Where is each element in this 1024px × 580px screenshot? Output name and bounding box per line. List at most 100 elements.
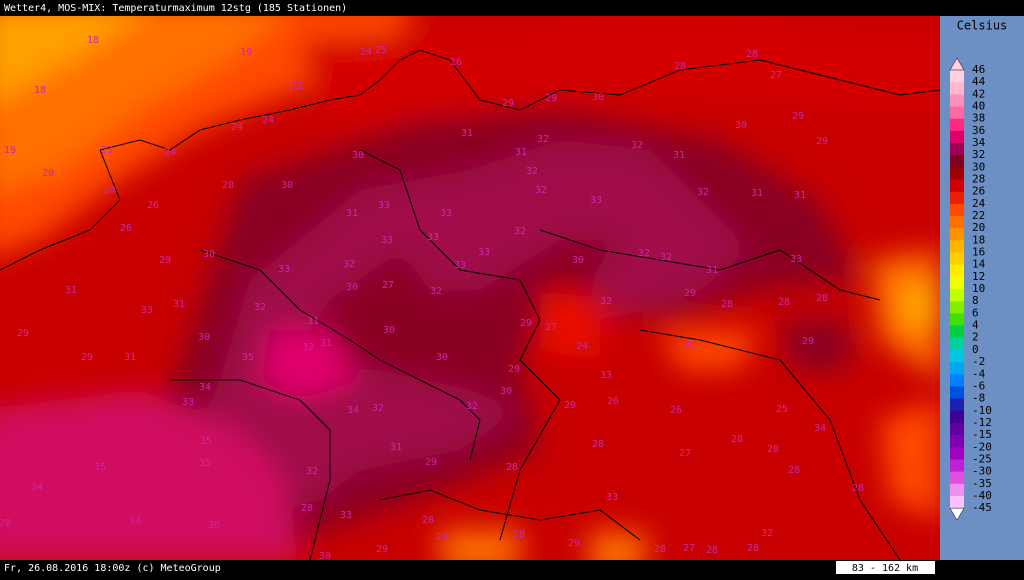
station-label: 28 [852, 483, 864, 494]
station-label: 31 [307, 316, 319, 327]
station-label: 30 [319, 551, 331, 562]
station-label: 29 [81, 352, 93, 363]
station-label: 33 [606, 492, 618, 503]
legend-label: 4 [972, 319, 979, 332]
legend-swatch [950, 447, 964, 460]
legend-swatch [950, 130, 964, 144]
legend-swatch [950, 191, 964, 205]
station-label: 28 [816, 293, 828, 304]
legend-swatch [950, 143, 964, 156]
station-label: 26 [147, 200, 159, 211]
station-label: 31 [65, 285, 77, 296]
station-label: 31 [706, 265, 718, 276]
station-label: 31 [173, 299, 185, 310]
legend-label: 8 [972, 294, 979, 307]
station-label: 30 [572, 255, 584, 266]
legend-label: 28 [972, 173, 985, 186]
legend-swatch [950, 70, 964, 83]
station-label: 24 [164, 147, 176, 158]
station-label: 29 [520, 318, 532, 329]
station-label: 30 [735, 120, 747, 131]
legend-swatch [950, 459, 964, 472]
legend-label: -15 [972, 428, 992, 441]
station-label: 33 [454, 260, 466, 271]
station-label: 29 [376, 544, 388, 555]
station-label: 29 [568, 538, 580, 549]
station-label: 28 [778, 297, 790, 308]
legend-label: 14 [972, 258, 986, 271]
station-label: 24 [576, 341, 588, 352]
station-label: 33 [182, 397, 194, 408]
station-label: 24 [231, 122, 243, 133]
legend-swatch [950, 179, 964, 192]
legend-swatch [950, 422, 964, 436]
legend-label: -30 [972, 465, 992, 478]
station-label: 25 [375, 45, 387, 56]
station-label: 36 [208, 520, 220, 531]
legend-label: -45 [972, 501, 992, 514]
legend-label: -2 [972, 355, 985, 368]
legend-label: 6 [972, 306, 979, 319]
station-label: 30 [436, 352, 448, 363]
station-label: 30 [500, 386, 512, 397]
station-label: 29 [816, 136, 828, 147]
station-label: 32 [660, 252, 672, 263]
legend-swatch [950, 106, 964, 119]
legend-label: -25 [972, 452, 992, 465]
station-label: 35 [94, 462, 106, 473]
station-label: 23 [101, 145, 113, 156]
station-label: 19 [4, 145, 16, 156]
station-label: 28 [731, 434, 743, 445]
station-label: 31 [673, 150, 685, 161]
legend-swatch [950, 203, 964, 217]
station-label: 32 [697, 187, 709, 198]
station-label: 27 [382, 280, 394, 291]
station-label: 32 [466, 401, 478, 412]
station-label: 33 [478, 247, 490, 258]
legend-swatch [950, 471, 964, 485]
station-label: 30 [281, 180, 293, 191]
station-label: 34 [814, 423, 826, 434]
station-label: 32 [638, 248, 650, 259]
station-label: 35 [200, 436, 212, 447]
legend: 4644424038363432302826242220181614121086… [949, 57, 992, 521]
footer-bar [0, 560, 1024, 576]
station-label: 28 [654, 544, 666, 555]
station-label: 34 [199, 382, 211, 393]
station-label: 29 [159, 255, 171, 266]
header-title: Wetter4, MOS-MIX: Temperaturmaximum 12st… [4, 3, 347, 14]
scale-text: 83 - 162 km [852, 563, 918, 574]
legend-swatch [950, 313, 964, 326]
legend-label: 30 [972, 160, 985, 173]
station-label: 28 [747, 543, 759, 554]
legend-swatch [950, 167, 964, 180]
station-label: 31 [515, 147, 527, 158]
station-label: 32 [537, 134, 549, 145]
legend-swatch [950, 374, 964, 387]
station-label: 30 [346, 282, 358, 293]
station-label: 28 [767, 444, 779, 455]
legend-swatch [950, 410, 964, 424]
legend-label: -12 [972, 416, 992, 429]
station-label: 28 [0, 518, 11, 529]
station-label: 18 [87, 35, 99, 46]
legend-label: -10 [972, 404, 992, 417]
station-label: 29 [792, 111, 804, 122]
station-label: 30 [352, 150, 364, 161]
station-label: 28 [301, 503, 313, 514]
legend-label: 46 [972, 63, 985, 76]
station-label: 34 [347, 405, 359, 416]
station-label: 31 [124, 352, 136, 363]
legend-label: 36 [972, 124, 985, 137]
legend-arrow [949, 507, 965, 521]
legend-label: 38 [972, 112, 985, 125]
station-label: 24 [360, 47, 372, 58]
station-label: 29 [508, 364, 520, 375]
legend-label: 22 [972, 209, 985, 222]
station-label: 31 [794, 190, 806, 201]
station-label: 31 [461, 128, 473, 139]
station-label: 24 [104, 185, 116, 196]
station-label: 32 [761, 528, 773, 539]
legend-swatch [950, 240, 964, 253]
station-label: 32 [254, 302, 266, 313]
